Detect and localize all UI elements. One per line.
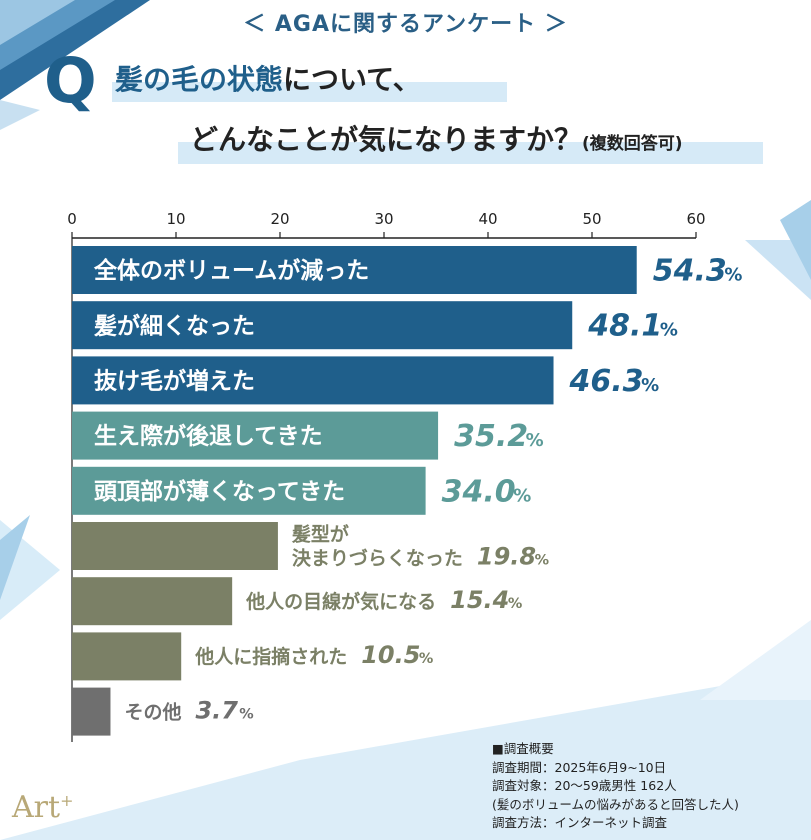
bar: [72, 522, 278, 570]
question-line-1: 髪の毛の状態について、: [115, 60, 421, 100]
question-note: (複数回答可): [582, 134, 683, 154]
bar-unit-label: %: [419, 651, 433, 667]
bar: [72, 411, 439, 460]
question-highlight-text: 髪の毛の状態: [115, 63, 284, 96]
x-tick-label: 40: [478, 210, 497, 228]
bar-unit-label: %: [526, 430, 544, 451]
x-tick-label: 30: [374, 210, 393, 228]
bar: [72, 687, 111, 736]
survey-overview: ■調査概要 調査期間：2025年6月9~10日 調査対象：20～59歳男性 16…: [492, 740, 739, 833]
x-tick-label: 20: [270, 210, 289, 228]
bar-unit-label: %: [641, 375, 659, 396]
bar: [72, 246, 637, 294]
bar-value-label: 48.1: [587, 309, 662, 344]
survey-period: 調査期間：2025年6月9~10日: [492, 759, 667, 775]
survey-target: 調査対象：20～59歳男性 162人: [492, 778, 677, 793]
bar-unit-label: %: [508, 596, 522, 612]
bar-category-label: 全体のボリュームが減った: [93, 257, 369, 284]
survey-target-note: (髪のボリュームの悩みがあると回答した人): [492, 796, 739, 812]
bar-category-label: 髪が細くなった: [93, 312, 255, 339]
bar-unit-label: %: [724, 265, 742, 286]
bar-category-label: 生え際が後退してきた: [94, 423, 323, 450]
question-highlight-band: [178, 142, 763, 164]
x-tick-label: 60: [686, 210, 705, 228]
logo-plus: +: [60, 791, 74, 810]
bar: [72, 577, 233, 626]
bar-value-label: 35.2: [454, 419, 528, 454]
bar-category-label: 頭頂部が薄くなってきた: [94, 478, 345, 505]
logo-text: Art: [12, 790, 61, 825]
bar-value-label: 19.8: [477, 543, 536, 571]
bar: [72, 356, 554, 405]
bar-unit-label: %: [239, 706, 253, 722]
bar: [72, 301, 573, 350]
bar-unit-label: %: [513, 485, 531, 506]
bar-value-label: 46.3: [569, 364, 644, 399]
q-mark: Q: [44, 44, 97, 117]
bar-category-label: 他人に指摘された: [194, 645, 347, 668]
bar-unit-label: %: [535, 553, 549, 569]
question-rest-text: について、: [283, 63, 421, 96]
bar-category-label: その他: [124, 700, 181, 723]
bar-category-label: 他人の目線が気になる: [245, 590, 436, 613]
survey-overview-title: ■調査概要: [492, 741, 554, 756]
question-highlight-band: [112, 82, 507, 102]
bar-value-label: 3.7: [195, 696, 238, 724]
bar-value-label: 15.4: [450, 586, 509, 614]
bar-value-label: 10.5: [361, 641, 420, 669]
x-tick-label: 10: [166, 210, 185, 228]
bar: [72, 632, 182, 681]
question-line-2: どんなことが気になりますか？(複数回答可): [190, 120, 683, 160]
bar-unit-label: %: [660, 320, 678, 341]
survey-header-title: ＜ AGAに関するアンケート ＞: [243, 12, 568, 37]
x-tick-label: 0: [67, 210, 77, 228]
bar-value-label: 34.0: [442, 474, 516, 509]
bar-category-label: 髪型が: [291, 523, 349, 546]
art-plus-logo: Art+: [12, 790, 73, 825]
bar-value-label: 54.3: [653, 254, 727, 289]
bar-category-label: 決まりづらくなった: [292, 548, 463, 570]
bar-category-label: 抜け毛が増えた: [94, 367, 255, 394]
survey-method: 調査方法：インターネット調査: [492, 815, 668, 830]
bar: [72, 466, 426, 515]
x-tick-label: 50: [582, 210, 601, 228]
question-line-2-text: どんなことが気になりますか？: [190, 123, 583, 156]
